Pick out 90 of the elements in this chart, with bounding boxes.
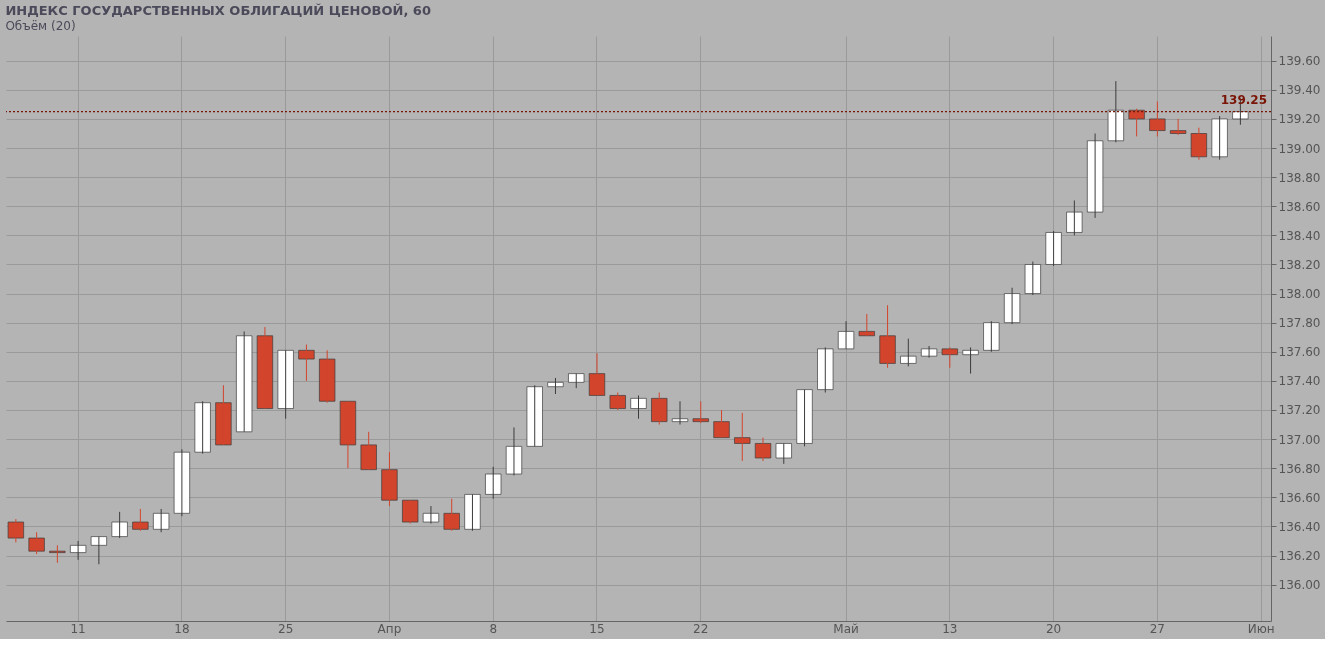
candlestick bbox=[1024, 261, 1041, 296]
candlestick bbox=[485, 466, 502, 500]
candlestick bbox=[692, 400, 709, 424]
candlestick bbox=[236, 330, 253, 433]
candlestick bbox=[111, 511, 128, 539]
y-tick-label: 138.20 bbox=[1278, 257, 1321, 272]
y-tick-label: 137.80 bbox=[1278, 316, 1321, 331]
candlestick bbox=[547, 377, 564, 395]
x-tick-label: 8 bbox=[489, 621, 498, 636]
candlestick bbox=[402, 499, 419, 524]
candlestick bbox=[28, 531, 45, 555]
candlestick bbox=[900, 338, 917, 367]
candlestick bbox=[319, 349, 336, 404]
y-tick-label: 137.40 bbox=[1278, 374, 1321, 389]
candlestick bbox=[983, 320, 1000, 353]
y-tick-label: 138.80 bbox=[1278, 170, 1321, 185]
x-tick-label: 13 bbox=[942, 621, 958, 636]
y-tick-label: 136.80 bbox=[1278, 461, 1321, 476]
candlestick bbox=[1128, 108, 1145, 137]
candlestick bbox=[1045, 230, 1062, 267]
candlestick bbox=[298, 344, 315, 382]
candlestick bbox=[90, 536, 108, 565]
x-tick-label: Май bbox=[833, 621, 859, 636]
candlestick bbox=[360, 431, 377, 471]
candlestick bbox=[49, 544, 66, 564]
y-tick-label: 137.00 bbox=[1278, 432, 1321, 447]
candlestick bbox=[754, 437, 772, 462]
candlestick bbox=[256, 326, 274, 410]
candlestick bbox=[713, 409, 730, 439]
y-tick-label: 139.60 bbox=[1278, 54, 1321, 69]
y-tick-label: 138.60 bbox=[1278, 199, 1321, 214]
candlestick bbox=[651, 392, 668, 426]
candlestick bbox=[422, 505, 440, 524]
candlestick bbox=[1086, 133, 1104, 219]
candlestick bbox=[381, 451, 398, 507]
candlestick bbox=[1169, 118, 1187, 136]
candlestick bbox=[215, 384, 232, 446]
candlestick bbox=[1211, 115, 1228, 161]
candlestick bbox=[443, 498, 460, 532]
candlestick bbox=[1190, 127, 1208, 161]
x-tick-label: 27 bbox=[1149, 621, 1166, 636]
candlestick bbox=[1149, 100, 1166, 137]
candlestick bbox=[277, 349, 294, 420]
candlestick bbox=[734, 412, 751, 462]
y-tick-label: 138.40 bbox=[1278, 228, 1321, 243]
y-tick-label: 136.20 bbox=[1278, 549, 1321, 564]
y-tick-label: 136.00 bbox=[1278, 578, 1321, 593]
candlestick bbox=[775, 442, 792, 465]
candlestick bbox=[69, 540, 87, 561]
x-tick-label: 15 bbox=[589, 621, 605, 636]
candlestick bbox=[817, 346, 834, 394]
candlestick bbox=[837, 320, 855, 350]
candlestick bbox=[7, 518, 24, 543]
y-tick-label: 138.00 bbox=[1278, 287, 1321, 302]
candlestick bbox=[173, 448, 191, 517]
x-tick-label: 11 bbox=[70, 621, 86, 636]
candlestick bbox=[962, 346, 979, 375]
candlestick bbox=[194, 400, 211, 455]
x-tick-label: Июн bbox=[1247, 621, 1275, 636]
y-tick-label: 139.20 bbox=[1278, 112, 1321, 127]
y-tick-label: 136.40 bbox=[1278, 519, 1321, 534]
candlestick bbox=[630, 394, 647, 420]
x-tick-label: 25 bbox=[278, 621, 294, 636]
candlestick bbox=[671, 400, 689, 426]
candlestick bbox=[526, 384, 543, 447]
candlestick bbox=[464, 493, 481, 532]
y-tick-label: 139.40 bbox=[1278, 83, 1321, 98]
ref-line-label: 139.25 bbox=[1220, 92, 1267, 107]
chart-title: ИНДЕКС ГОСУДАРСТВЕННЫХ ОБЛИГАЦИЙ ЦЕНОВОЙ, 60 bbox=[5, 3, 431, 18]
x-tick-label: 20 bbox=[1045, 621, 1062, 636]
y-tick-label: 137.20 bbox=[1278, 403, 1321, 418]
candlestick bbox=[1003, 287, 1021, 325]
candlestick bbox=[796, 389, 813, 447]
candlestick bbox=[858, 313, 875, 337]
candlestick bbox=[1107, 80, 1124, 143]
y-tick-label: 139.00 bbox=[1278, 141, 1321, 156]
y-tick-label: 136.60 bbox=[1278, 490, 1321, 505]
candlestick bbox=[153, 508, 170, 533]
chart-subtitle: Объём (20) bbox=[5, 19, 76, 33]
x-tick-label: 22 bbox=[693, 621, 709, 636]
candlestick bbox=[568, 373, 585, 389]
candlestick bbox=[1066, 199, 1083, 236]
y-tick-label: 137.60 bbox=[1278, 345, 1321, 360]
candlestick bbox=[879, 304, 896, 369]
candlestick bbox=[941, 346, 958, 369]
candlestick bbox=[132, 508, 149, 532]
candlestick bbox=[920, 345, 938, 359]
candlestick bbox=[609, 392, 626, 411]
x-tick-label: Апр bbox=[377, 621, 402, 636]
x-tick-label: 18 bbox=[174, 621, 190, 636]
